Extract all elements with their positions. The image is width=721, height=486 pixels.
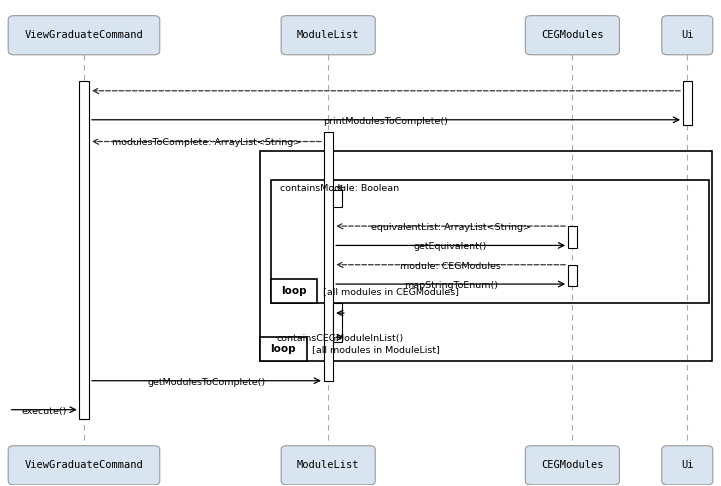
- Bar: [324, 132, 333, 381]
- Text: getModulesToComplete(): getModulesToComplete(): [147, 378, 265, 386]
- Text: modulesToComplete: ArrayList<String>: modulesToComplete: ArrayList<String>: [112, 139, 301, 147]
- FancyBboxPatch shape: [662, 446, 713, 485]
- Text: ModuleList: ModuleList: [297, 30, 360, 40]
- FancyBboxPatch shape: [526, 446, 619, 485]
- FancyBboxPatch shape: [526, 16, 619, 55]
- Text: containsModule: Boolean: containsModule: Boolean: [280, 184, 399, 193]
- Text: ViewGraduateCommand: ViewGraduateCommand: [25, 460, 143, 470]
- Bar: [270, 279, 317, 303]
- Text: Ui: Ui: [681, 30, 694, 40]
- Bar: [567, 226, 577, 248]
- Bar: [270, 180, 709, 303]
- FancyBboxPatch shape: [8, 16, 160, 55]
- Text: execute(): execute(): [22, 406, 67, 416]
- Text: ModuleList: ModuleList: [297, 460, 360, 470]
- Text: [all modules in ModuleList]: [all modules in ModuleList]: [312, 345, 441, 354]
- Text: Ui: Ui: [681, 460, 694, 470]
- Bar: [567, 265, 577, 286]
- FancyBboxPatch shape: [662, 16, 713, 55]
- Text: [all modules in CEGModules]: [all modules in CEGModules]: [323, 287, 459, 296]
- FancyBboxPatch shape: [281, 446, 375, 485]
- Bar: [683, 81, 692, 124]
- FancyBboxPatch shape: [281, 16, 375, 55]
- Text: loop: loop: [270, 344, 296, 354]
- FancyBboxPatch shape: [8, 446, 160, 485]
- Text: mapStringToEnum(): mapStringToEnum(): [404, 281, 497, 290]
- Text: containsCEGModuleInList(): containsCEGModuleInList(): [276, 334, 404, 343]
- Text: CEGModules: CEGModules: [541, 30, 603, 40]
- Bar: [333, 190, 342, 207]
- Text: loop: loop: [281, 286, 307, 296]
- Text: printModulesToComplete(): printModulesToComplete(): [324, 117, 448, 125]
- Text: CEGModules: CEGModules: [541, 460, 603, 470]
- Bar: [260, 151, 712, 362]
- Bar: [260, 337, 306, 362]
- Text: ViewGraduateCommand: ViewGraduateCommand: [25, 30, 143, 40]
- Bar: [333, 303, 342, 342]
- Text: getEquivalent(): getEquivalent(): [414, 242, 487, 251]
- Text: module: CEGModules: module: CEGModules: [400, 261, 501, 271]
- Text: equivalentList: ArrayList<String>: equivalentList: ArrayList<String>: [371, 223, 531, 232]
- Bar: [79, 81, 89, 419]
